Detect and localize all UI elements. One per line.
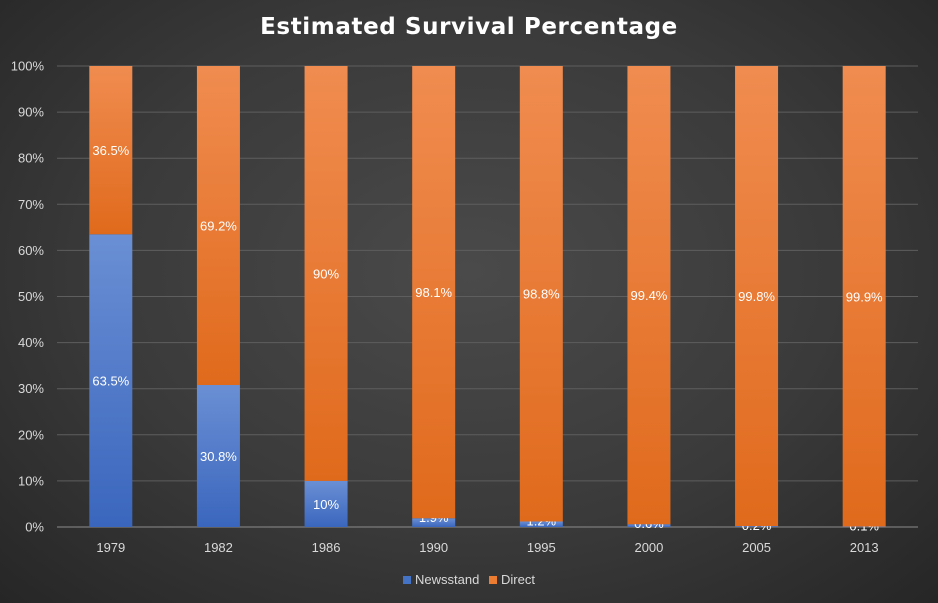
y-tick-label: 50%	[18, 289, 44, 304]
y-tick-label: 10%	[18, 473, 44, 488]
bar-newsstand	[304, 480, 348, 527]
bar-newsstand	[627, 524, 671, 527]
bar-newsstand	[412, 518, 456, 527]
y-tick-label: 100%	[11, 59, 45, 74]
bar-newsstand	[735, 526, 779, 527]
y-tick-label: 30%	[18, 381, 44, 396]
x-tick-label: 1979	[96, 540, 125, 555]
x-tick-label: 1986	[312, 540, 341, 555]
legend-item-newsstand: Newsstand	[403, 572, 479, 587]
data-label: 63.5%	[92, 374, 129, 389]
bar-direct	[627, 66, 671, 525]
y-tick-label: 40%	[18, 335, 44, 350]
bar-newsstand	[519, 521, 563, 527]
data-label: 10%	[313, 497, 339, 512]
data-label: 69.2%	[200, 219, 237, 234]
legend-swatch-direct	[488, 576, 497, 584]
bar-newsstand	[89, 234, 133, 527]
x-tick-label: 1990	[419, 540, 448, 555]
y-tick-label: 20%	[18, 427, 44, 442]
x-tick-label: 2000	[634, 540, 663, 555]
data-label: 90%	[313, 266, 339, 281]
bar-direct	[842, 66, 886, 527]
legend-label-direct: Direct	[500, 572, 535, 587]
data-label: 99.8%	[738, 289, 775, 304]
x-tick-label: 2005	[742, 540, 771, 555]
chart-title: Estimated Survival Percentage	[260, 14, 678, 40]
data-label: 36.5%	[92, 143, 129, 158]
bar-direct	[412, 66, 456, 519]
data-label: 98.1%	[415, 285, 452, 300]
legend-swatch-newsstand	[403, 576, 412, 584]
x-tick-label: 1995	[527, 540, 556, 555]
y-tick-label: 70%	[18, 197, 44, 212]
bar-direct	[304, 66, 348, 481]
data-label: 30.8%	[200, 449, 237, 464]
legend: Newsstand Direct	[0, 572, 938, 587]
bar-newsstand	[196, 385, 240, 527]
y-tick-label: 0%	[25, 520, 44, 535]
bar-direct	[89, 66, 133, 235]
bar-direct	[735, 66, 779, 527]
data-label: 99.9%	[846, 289, 883, 304]
data-label: 99.4%	[631, 288, 668, 303]
data-label: 98.8%	[523, 287, 560, 302]
y-tick-label: 80%	[18, 151, 44, 166]
y-tick-label: 60%	[18, 243, 44, 258]
x-tick-label: 2013	[850, 540, 879, 555]
legend-label-newsstand: Newsstand	[415, 572, 480, 587]
bar-direct	[519, 66, 563, 522]
legend-item-direct: Direct	[488, 572, 535, 587]
x-tick-label: 1982	[204, 540, 233, 555]
bar-direct	[196, 66, 240, 386]
y-tick-label: 90%	[18, 105, 44, 120]
